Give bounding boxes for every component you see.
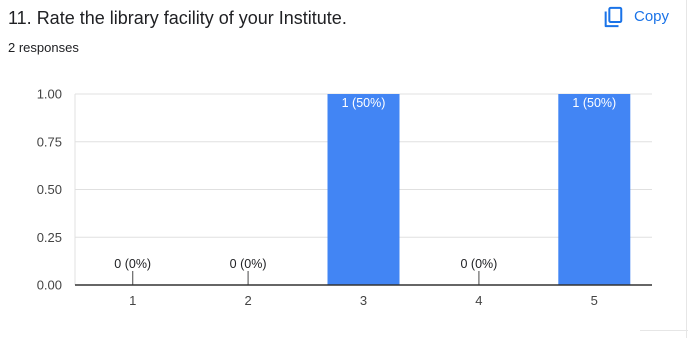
card-divider: [640, 330, 688, 331]
y-tick-label: 1.00: [37, 87, 62, 102]
bar: [327, 94, 400, 285]
data-label: 1 (50%): [342, 96, 386, 110]
question-title: 11. Rate the library facility of your In…: [8, 8, 347, 28]
x-tick-label: 1: [129, 293, 136, 308]
y-tick-label: 0.75: [37, 134, 62, 149]
copy-icon: [604, 6, 623, 28]
y-tick-label: 0.50: [37, 182, 62, 197]
data-label: 0 (0%): [114, 257, 151, 271]
y-tick-label: 0.00: [37, 278, 62, 293]
data-label: 0 (0%): [230, 257, 267, 271]
y-tick-label: 0.25: [37, 230, 62, 245]
x-tick-label: 5: [591, 293, 598, 308]
x-tick-label: 3: [360, 293, 367, 308]
data-label: 0 (0%): [460, 257, 497, 271]
data-label: 1 (50%): [572, 96, 616, 110]
x-tick-label: 4: [475, 293, 482, 308]
card-border: [686, 0, 687, 338]
bar: [558, 94, 631, 285]
x-tick-label: 2: [244, 293, 251, 308]
copy-label: Copy: [634, 8, 670, 25]
copy-button[interactable]: Copy: [602, 4, 669, 30]
response-count: 2 responses: [8, 40, 79, 55]
